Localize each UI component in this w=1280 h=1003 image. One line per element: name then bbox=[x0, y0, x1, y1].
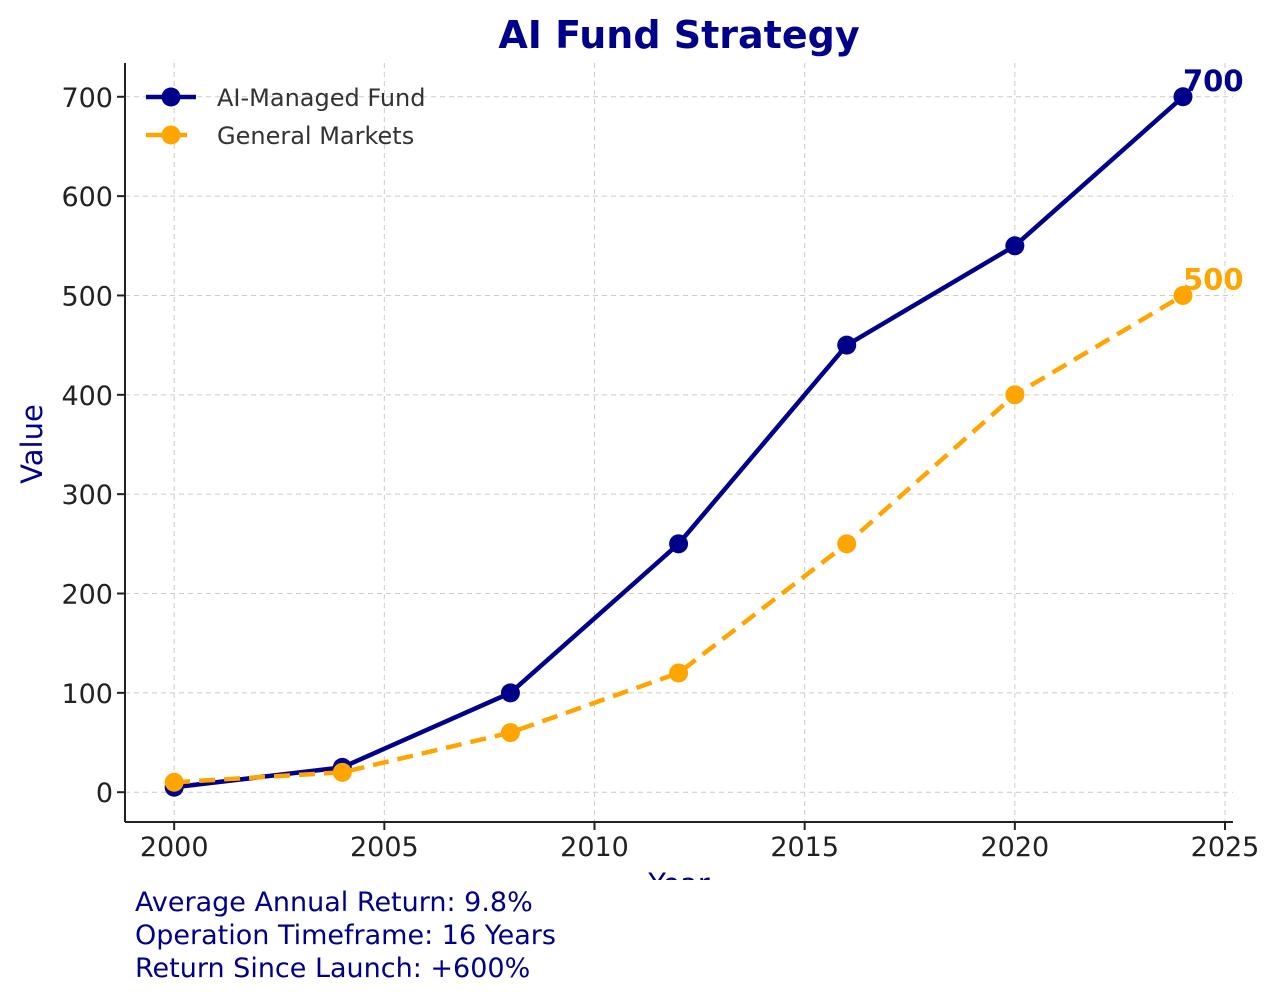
y-tick-label: 200 bbox=[61, 580, 113, 611]
return-since-launch: Return Since Launch: +600% bbox=[135, 953, 531, 984]
data-point bbox=[837, 335, 857, 355]
average-annual-return: Average Annual Return: 9.8% bbox=[135, 887, 533, 918]
x-tick-label: 2015 bbox=[770, 832, 839, 863]
end-value-label: 700 bbox=[1183, 64, 1244, 98]
x-tick-label: 2010 bbox=[560, 832, 629, 863]
footer-stats: Average Annual Return: 9.8% Operation Ti… bbox=[135, 886, 556, 985]
data-point bbox=[1005, 236, 1025, 256]
data-point bbox=[332, 762, 352, 782]
y-tick-label: 500 bbox=[61, 281, 113, 312]
data-point bbox=[1173, 87, 1193, 107]
series-line bbox=[173, 95, 1185, 790]
data-point bbox=[669, 534, 689, 554]
y-axis-label: Value bbox=[15, 404, 49, 484]
line-chart: AI Fund Strategy 2000 2005 2010 2015 2020 202… bbox=[15, 13, 1260, 880]
y-tick-label: 300 bbox=[61, 480, 113, 511]
y-tick-label: 400 bbox=[61, 381, 113, 412]
legend-marker bbox=[161, 125, 181, 145]
x-tick-label: 2000 bbox=[140, 832, 209, 863]
x-axis-label: Year bbox=[647, 867, 709, 880]
legend: AI-Managed Fund General Markets bbox=[146, 84, 426, 150]
legend-label: AI-Managed Fund bbox=[217, 84, 426, 112]
data-point bbox=[1005, 385, 1025, 405]
series-ai-managed-fund: 700 bbox=[164, 64, 1244, 797]
y-tick-label: 0 bbox=[96, 778, 113, 809]
data-point bbox=[164, 772, 184, 792]
legend-label: General Markets bbox=[217, 122, 414, 150]
x-tick-label: 2020 bbox=[980, 832, 1049, 863]
end-value-label: 500 bbox=[1183, 262, 1244, 296]
data-point bbox=[500, 683, 520, 703]
x-tick-label: 2025 bbox=[1191, 832, 1260, 863]
chart-title: AI Fund Strategy bbox=[498, 13, 859, 57]
x-tick-label: 2005 bbox=[350, 832, 419, 863]
series-general-markets: 500 bbox=[164, 262, 1244, 792]
y-tick-label: 600 bbox=[61, 182, 113, 213]
y-tick-label: 700 bbox=[61, 83, 113, 114]
operation-timeframe: Operation Timeframe: 16 Years bbox=[135, 920, 556, 951]
legend-marker bbox=[161, 87, 181, 107]
data-point bbox=[500, 723, 520, 743]
data-point bbox=[837, 534, 857, 554]
data-point bbox=[1173, 285, 1193, 305]
y-tick-label: 100 bbox=[61, 679, 113, 710]
data-point bbox=[669, 663, 689, 683]
